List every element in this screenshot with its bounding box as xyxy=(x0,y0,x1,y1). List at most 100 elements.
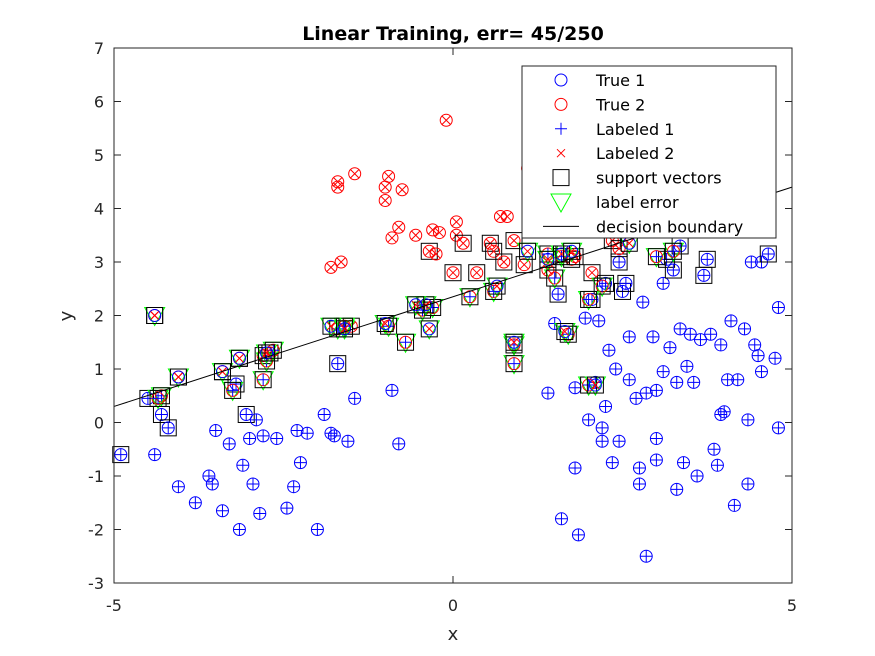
data-point xyxy=(656,276,670,290)
data-point xyxy=(582,413,596,427)
y-tick-label: 7 xyxy=(94,39,104,58)
data-point xyxy=(280,501,294,515)
data-point xyxy=(592,314,606,328)
data-point xyxy=(541,386,555,400)
data-point xyxy=(270,432,284,446)
legend-label: Labeled 2 xyxy=(596,144,674,163)
data-point xyxy=(768,351,782,365)
data-point xyxy=(421,298,444,319)
legend-label: True 2 xyxy=(595,95,645,114)
data-point xyxy=(649,453,663,467)
data-point xyxy=(112,446,130,464)
data-point xyxy=(704,327,718,341)
data-point xyxy=(599,399,613,413)
data-point xyxy=(771,421,785,435)
data-point xyxy=(727,498,741,512)
legend-item: True 2 xyxy=(554,95,645,114)
data-point xyxy=(236,458,250,472)
data-point xyxy=(578,311,592,325)
data-point xyxy=(610,253,628,271)
data-point xyxy=(486,277,508,298)
data-point xyxy=(602,343,616,357)
data-point xyxy=(554,512,568,526)
data-point xyxy=(426,223,440,237)
legend: True 1 True 2 Labeled 1 Labeled 2 support ve… xyxy=(521,65,777,239)
data-point xyxy=(392,220,406,234)
legend-label: True 1 xyxy=(595,71,645,90)
data-point xyxy=(394,333,417,354)
data-point xyxy=(205,477,219,491)
data-point xyxy=(256,429,270,443)
data-point xyxy=(409,228,423,242)
legend-item: True 1 xyxy=(554,71,645,90)
data-point xyxy=(670,375,684,389)
data-point xyxy=(348,391,362,405)
data-point xyxy=(663,341,677,355)
data-point xyxy=(167,368,190,389)
data-point xyxy=(622,373,636,387)
data-point xyxy=(432,226,446,240)
data-point xyxy=(317,407,331,421)
data-point xyxy=(537,250,559,271)
legend-item: label error xyxy=(550,193,679,214)
data-point xyxy=(693,333,707,347)
y-tick-label: 3 xyxy=(94,253,104,272)
data-point xyxy=(738,322,752,336)
data-point xyxy=(429,247,443,261)
y-tick-label: 4 xyxy=(94,200,104,219)
data-point xyxy=(418,320,441,340)
legend-label: support vectors xyxy=(596,169,722,188)
data-point xyxy=(707,442,721,456)
data-point xyxy=(255,344,278,364)
data-point xyxy=(632,477,646,491)
data-point xyxy=(622,330,636,344)
data-point xyxy=(209,424,223,438)
data-point xyxy=(680,359,694,373)
data-point xyxy=(439,113,453,127)
data-point xyxy=(188,496,202,510)
data-point xyxy=(385,231,399,245)
data-point xyxy=(754,365,768,379)
y-tick-label: -2 xyxy=(88,521,104,540)
x-axis-label: x xyxy=(448,624,459,645)
legend-item: Labeled 1 xyxy=(555,120,674,139)
data-point xyxy=(459,288,481,308)
data-point xyxy=(253,506,267,520)
data-point xyxy=(449,215,463,229)
y-tick-label: 6 xyxy=(94,93,104,112)
y-tick-label: -3 xyxy=(88,574,104,593)
data-point xyxy=(148,448,162,462)
data-point xyxy=(771,300,785,314)
data-point xyxy=(636,295,650,309)
data-point xyxy=(378,193,392,207)
y-tick-label: 0 xyxy=(94,414,104,433)
legend-label: decision boundary xyxy=(596,217,743,236)
data-point xyxy=(662,242,685,263)
data-point xyxy=(503,355,525,375)
data-point xyxy=(731,373,745,387)
data-point xyxy=(246,477,260,491)
data-point xyxy=(617,274,635,292)
data-point xyxy=(324,260,338,274)
ticks-layer: -5 0 5 -3 -2 -1 0 1 2 3 4 5 6 7 xyxy=(88,39,797,615)
legend-item: Labeled 2 xyxy=(556,144,674,163)
data-point xyxy=(228,349,251,370)
data-point xyxy=(395,183,409,197)
data-point xyxy=(348,167,362,181)
data-point xyxy=(327,429,341,443)
data-point xyxy=(595,421,609,435)
data-point xyxy=(249,413,263,427)
data-point xyxy=(673,322,687,336)
markers-layer xyxy=(112,113,785,563)
data-point xyxy=(293,456,307,470)
data-point xyxy=(554,323,576,343)
legend-item: decision boundary xyxy=(543,217,743,236)
data-point xyxy=(329,355,347,373)
data-point xyxy=(503,333,525,354)
data-point xyxy=(505,232,523,250)
data-point xyxy=(568,461,582,475)
data-point xyxy=(717,405,731,419)
data-point xyxy=(748,338,762,352)
data-point xyxy=(500,210,514,224)
data-point xyxy=(287,480,301,494)
